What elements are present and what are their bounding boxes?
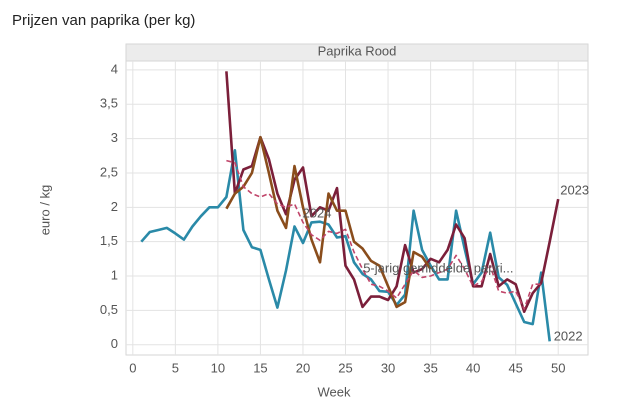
- y-tick-label: 3,5: [100, 96, 118, 111]
- x-tick-label: 30: [381, 360, 395, 375]
- y-tick-label: 0: [111, 336, 118, 351]
- x-tick-label: 10: [211, 360, 225, 375]
- chart-title: Prijzen van paprika (per kg): [12, 12, 195, 29]
- x-tick-label: 15: [253, 360, 267, 375]
- x-axis-label: Week: [318, 384, 351, 399]
- series-label: 2023: [560, 183, 589, 198]
- x-tick-label: 40: [466, 360, 480, 375]
- y-tick-label: 3: [111, 130, 118, 145]
- series-line: [225, 135, 432, 309]
- series-label: 2022: [554, 329, 583, 344]
- y-tick-label: 0,5: [100, 302, 118, 317]
- series-line: [225, 71, 560, 313]
- plot-frame: [125, 60, 589, 356]
- facet-label: Paprika Rood: [318, 43, 397, 58]
- x-tick-label: 25: [338, 360, 352, 375]
- y-tick-label: 2,5: [100, 164, 118, 179]
- y-axis-label: euro / kg: [37, 185, 52, 236]
- x-tick-label: 35: [423, 360, 437, 375]
- series-label: 2024: [303, 206, 332, 221]
- y-tick-label: 1: [111, 267, 118, 282]
- series-line: [140, 149, 551, 342]
- x-tick-label: 5: [172, 360, 179, 375]
- series-label: 5-jarig gemiddelde papri...: [363, 261, 513, 276]
- y-tick-label: 2: [111, 199, 118, 214]
- y-tick-label: 1,5: [100, 233, 118, 248]
- x-tick-label: 0: [129, 360, 136, 375]
- x-tick-label: 20: [296, 360, 310, 375]
- x-tick-label: 50: [551, 360, 565, 375]
- y-tick-label: 4: [111, 61, 118, 76]
- x-tick-label: 45: [508, 360, 522, 375]
